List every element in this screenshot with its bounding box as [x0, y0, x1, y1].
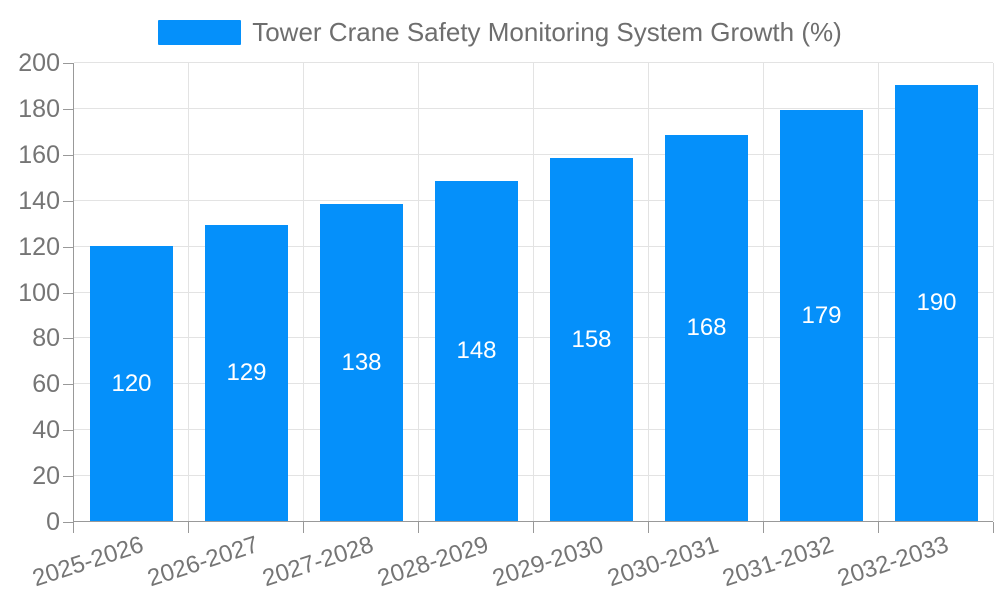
gridline-vertical [648, 63, 649, 521]
x-axis-tick-mark [533, 522, 534, 533]
y-axis-tick-label: 20 [32, 462, 60, 491]
bar[interactable]: 168 [665, 135, 748, 521]
x-axis-tick-label: 2030-2031 [604, 531, 722, 593]
gridline-vertical [188, 63, 189, 521]
legend-label[interactable]: Tower Crane Safety Monitoring System Gro… [252, 16, 842, 47]
x-axis-tick-mark [303, 522, 304, 533]
bar-value-label: 148 [456, 337, 497, 364]
y-axis-tick-label: 100 [18, 278, 60, 307]
chart-legend[interactable]: Tower Crane Safety Monitoring System Gro… [0, 14, 1000, 50]
y-axis-tick-label: 120 [18, 232, 60, 261]
y-axis-tick-mark [63, 522, 73, 523]
gridline-vertical [533, 63, 534, 521]
bar[interactable]: 148 [435, 181, 518, 521]
bar[interactable]: 179 [780, 110, 863, 521]
gridline-vertical [993, 63, 994, 521]
bar[interactable]: 138 [320, 204, 403, 521]
y-axis-tick-mark [63, 108, 73, 110]
gridline-vertical [418, 63, 419, 521]
y-axis-tick-mark [63, 246, 73, 248]
y-axis-tick-label: 0 [46, 508, 60, 536]
x-axis-tick-label: 2029-2030 [489, 531, 607, 593]
y-axis-tick-label: 60 [32, 370, 60, 399]
y-axis-tick-label: 80 [32, 324, 60, 353]
gridline-vertical [878, 63, 879, 521]
y-axis-tick-mark [63, 430, 73, 432]
bar[interactable]: 190 [895, 85, 978, 521]
bar[interactable]: 129 [205, 225, 288, 521]
bar[interactable]: 120 [90, 246, 173, 521]
bar-value-label: 120 [111, 369, 152, 397]
gridline-vertical [763, 63, 764, 521]
x-axis-tick-label: 2026-2027 [144, 531, 262, 593]
y-axis-tick-mark [63, 154, 73, 156]
bar-value-label: 190 [916, 289, 957, 316]
y-axis-tick-label: 160 [18, 140, 60, 169]
bar-value-label: 179 [801, 301, 842, 329]
bar-value-label: 138 [341, 348, 382, 376]
x-axis-tick-label: 2032-2033 [834, 531, 952, 593]
y-axis-tick-mark [63, 476, 73, 478]
y-axis-tick-mark [63, 63, 73, 64]
bar[interactable]: 158 [550, 158, 633, 521]
bar-value-label: 158 [571, 325, 612, 353]
x-axis-tick-mark [648, 522, 649, 533]
plot-area: 120 129 138 148 158 168 179 190 [73, 62, 994, 522]
y-axis-tick-mark [63, 338, 73, 340]
legend-swatch-icon[interactable] [158, 19, 242, 45]
y-axis-tick-mark [63, 292, 73, 294]
y-axis-tick-label: 40 [32, 416, 60, 445]
x-axis-tick-label: 2027-2028 [259, 531, 377, 593]
x-axis-tick-mark [878, 522, 879, 533]
gridline-vertical [303, 63, 304, 521]
x-axis-tick-mark [418, 522, 419, 533]
y-axis-tick-mark [63, 384, 73, 386]
x-axis-tick-mark [993, 522, 994, 533]
x-axis-tick-label: 2031-2032 [719, 531, 837, 593]
y-axis-tick-mark [63, 200, 73, 202]
bar-value-label: 168 [686, 314, 727, 341]
x-axis-tick-label: 2028-2029 [374, 531, 492, 593]
x-axis-tick-label: 2025-2026 [29, 531, 147, 593]
gridline-horizontal [74, 62, 993, 63]
bar-value-label: 129 [226, 359, 267, 386]
y-axis-tick-label: 200 [18, 49, 60, 77]
y-axis-tick-label: 140 [18, 186, 60, 215]
x-axis-tick-mark [188, 522, 189, 533]
y-axis-tick-label: 180 [18, 94, 60, 123]
x-axis-tick-mark [73, 522, 74, 533]
x-axis-tick-mark [763, 522, 764, 533]
